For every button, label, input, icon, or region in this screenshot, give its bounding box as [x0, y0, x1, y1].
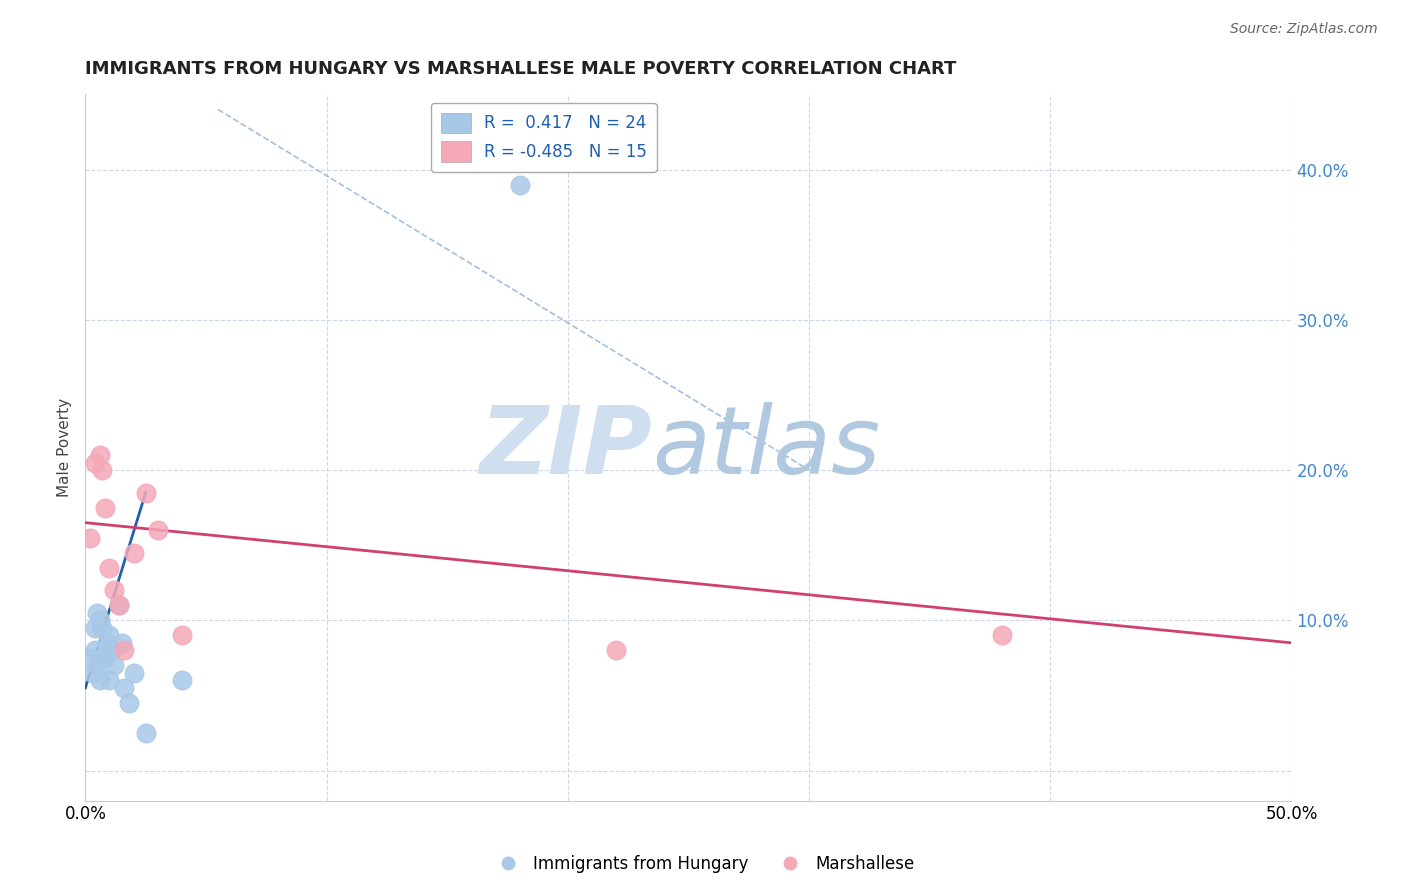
- Point: [170, 673, 193, 688]
- Point: [101, 643, 124, 657]
- Point: [118, 696, 141, 710]
- Text: atlas: atlas: [652, 402, 880, 493]
- Legend: Immigrants from Hungary, Marshallese: Immigrants from Hungary, Marshallese: [485, 848, 921, 880]
- Point: [86, 658, 108, 673]
- Point: [84, 456, 107, 470]
- Point: [110, 636, 132, 650]
- Point: [135, 726, 157, 740]
- Point: [91, 463, 114, 477]
- Point: [108, 599, 131, 613]
- Point: [991, 628, 1014, 642]
- Point: [96, 636, 118, 650]
- Point: [89, 673, 111, 688]
- Text: IMMIGRANTS FROM HUNGARY VS MARSHALLESE MALE POVERTY CORRELATION CHART: IMMIGRANTS FROM HUNGARY VS MARSHALLESE M…: [86, 60, 956, 78]
- Point: [93, 500, 115, 515]
- Point: [103, 658, 125, 673]
- Text: ZIP: ZIP: [479, 401, 652, 493]
- Point: [112, 681, 135, 695]
- Point: [103, 583, 125, 598]
- Point: [605, 643, 627, 657]
- Point: [91, 651, 114, 665]
- Legend: R =  0.417   N = 24, R = -0.485   N = 15: R = 0.417 N = 24, R = -0.485 N = 15: [430, 103, 657, 172]
- Point: [84, 643, 107, 657]
- Point: [122, 665, 145, 680]
- Point: [146, 523, 169, 537]
- Text: Source: ZipAtlas.com: Source: ZipAtlas.com: [1230, 22, 1378, 37]
- Point: [84, 621, 107, 635]
- Point: [112, 643, 135, 657]
- Point: [79, 651, 101, 665]
- Point: [79, 531, 101, 545]
- Point: [108, 599, 131, 613]
- Point: [170, 628, 193, 642]
- Point: [135, 485, 157, 500]
- Point: [93, 651, 115, 665]
- Point: [122, 546, 145, 560]
- Point: [89, 448, 111, 462]
- Y-axis label: Male Poverty: Male Poverty: [58, 398, 72, 497]
- Point: [509, 178, 531, 192]
- Point: [86, 606, 108, 620]
- Point: [98, 628, 121, 642]
- Point: [82, 665, 104, 680]
- Point: [98, 673, 121, 688]
- Point: [89, 613, 111, 627]
- Point: [98, 560, 121, 574]
- Point: [91, 621, 114, 635]
